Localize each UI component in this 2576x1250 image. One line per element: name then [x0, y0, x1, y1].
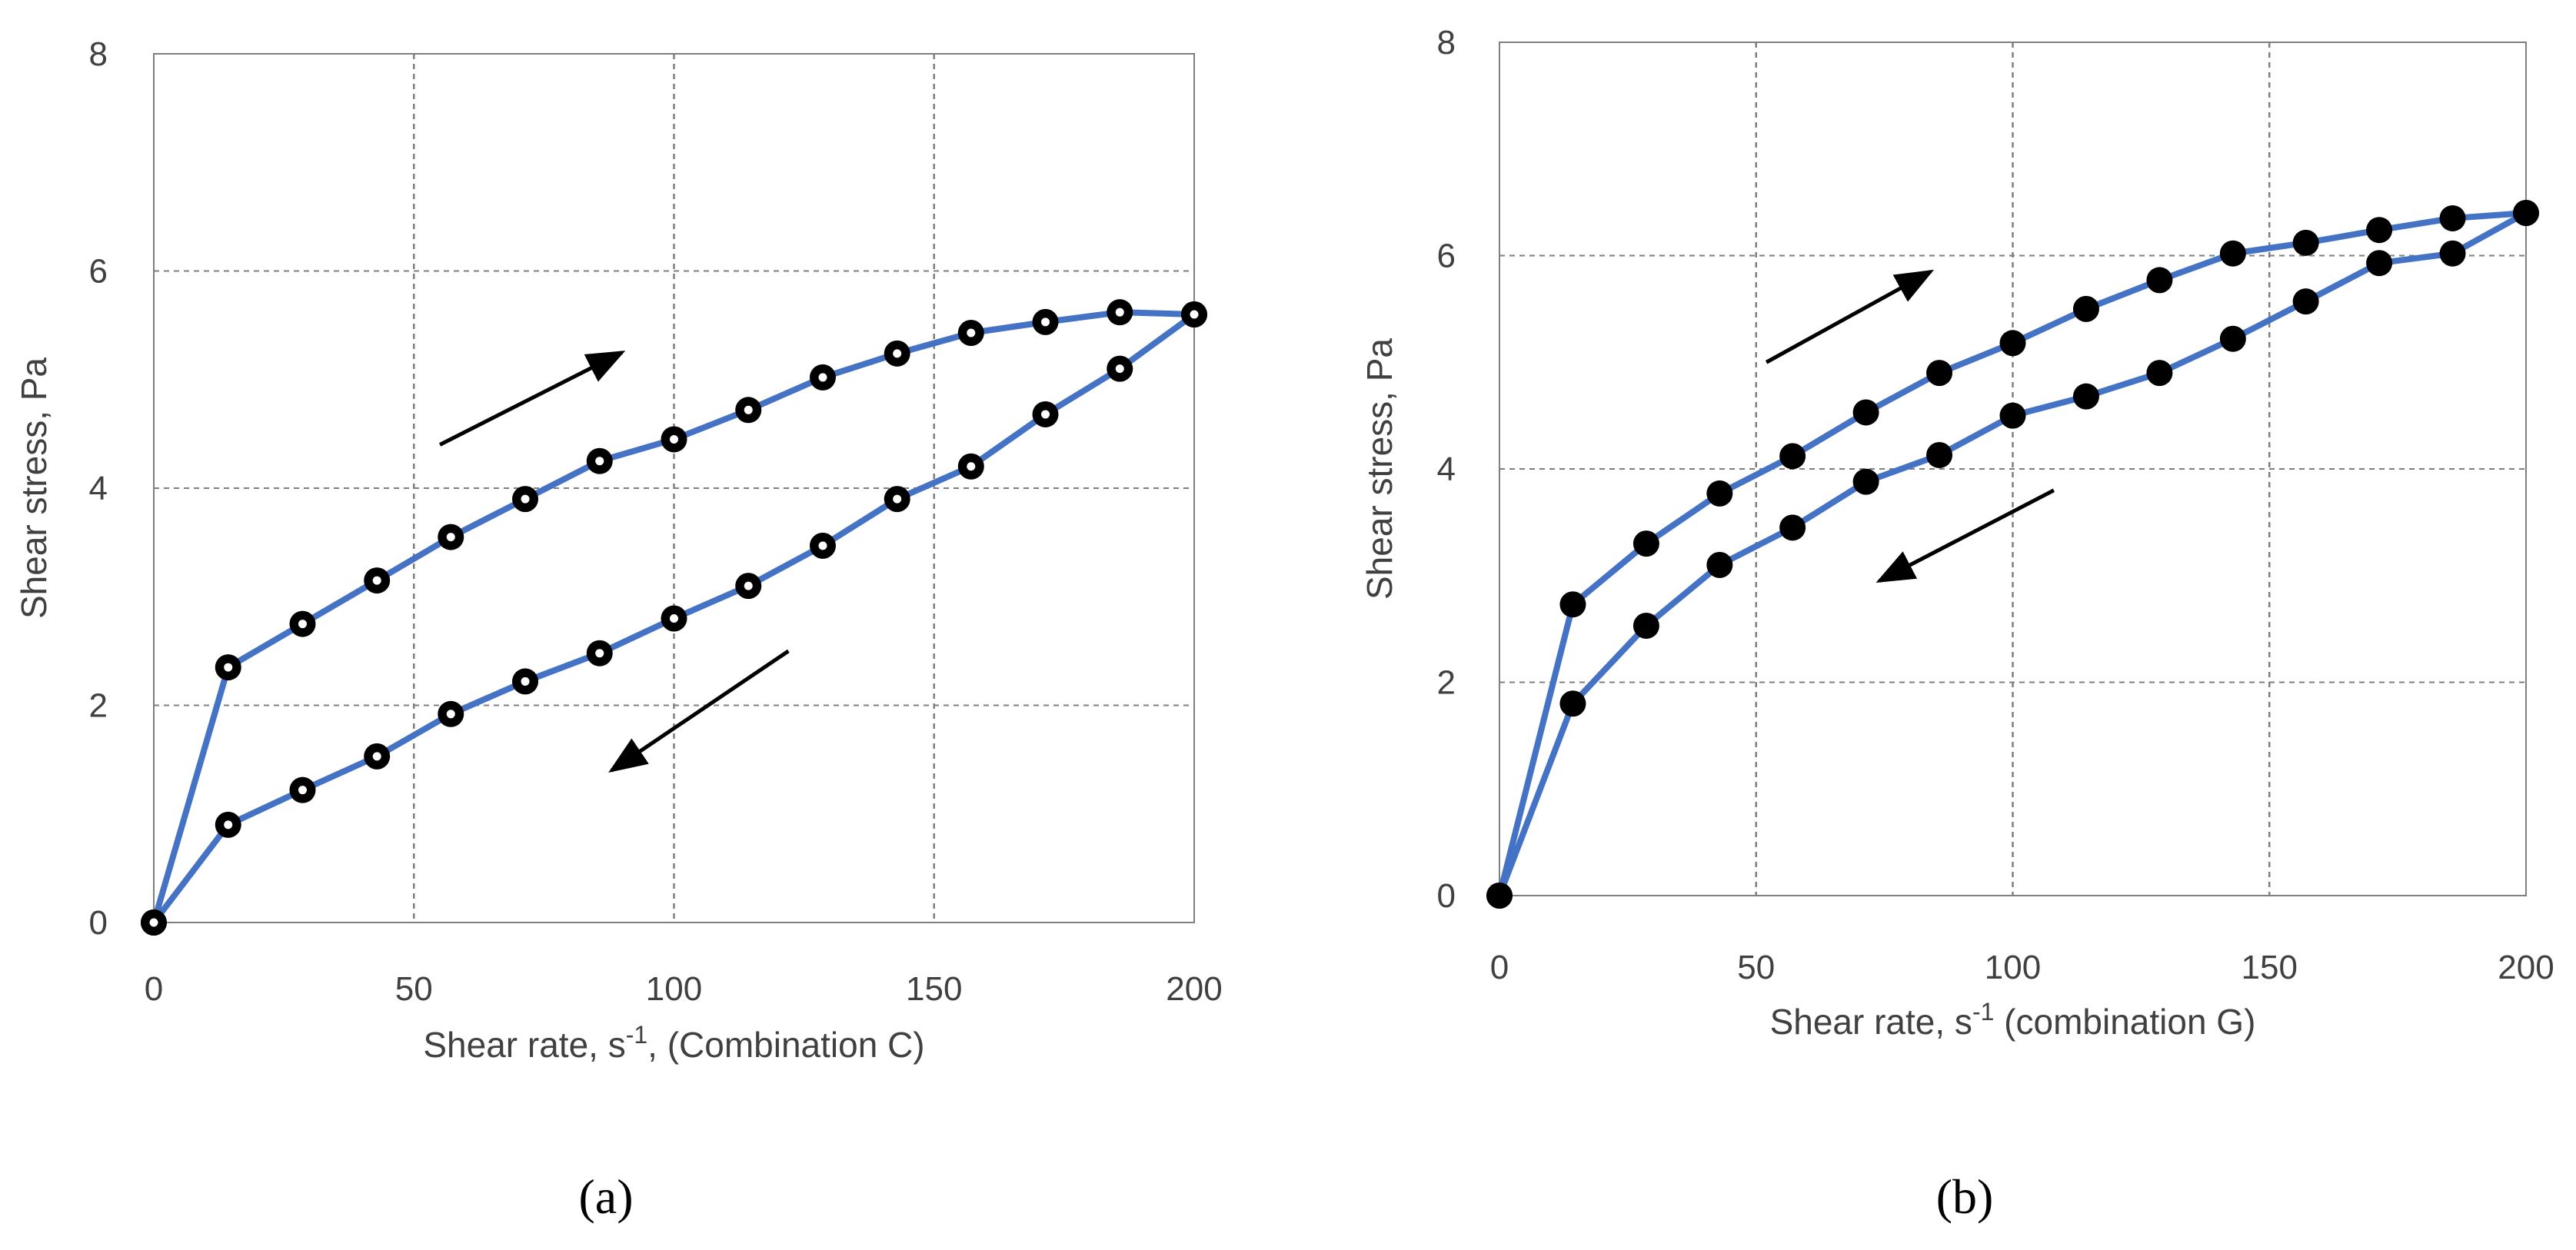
x-axis-label-a: Shear rate, s-1, (Combination C)	[423, 1021, 924, 1065]
data-point-center-a-down-curve-1	[224, 820, 233, 829]
data-point-center-a-down-curve-14	[1190, 310, 1199, 319]
y-tick-label-b-3: 6	[1437, 238, 1456, 275]
x-tick-label-a-2: 100	[646, 970, 702, 1008]
data-point-center-a-up-curve-2	[298, 620, 307, 629]
y-axis-label-b: Shear stress, Pa	[1360, 338, 1399, 600]
data-point-center-a-up-curve-6	[595, 457, 604, 466]
data-point-b-down-curve-1	[1559, 690, 1586, 717]
data-point-b-up-curve-3	[1706, 480, 1733, 507]
y-tick-label-a-1: 2	[89, 687, 108, 725]
data-point-center-a-up-curve-7	[670, 434, 678, 444]
x-tick-label-a-1: 50	[395, 970, 433, 1008]
x-tick-label-a-3: 150	[906, 970, 962, 1008]
data-point-center-a-up-curve-10	[893, 349, 902, 358]
data-point-b-up-curve-4	[1779, 443, 1806, 470]
y-axis-label-a: Shear stress, Pa	[14, 357, 54, 619]
data-point-center-a-down-curve-4	[446, 710, 455, 719]
data-point-center-a-up-curve-1	[224, 663, 233, 672]
data-point-center-a-up-curve-13	[1115, 308, 1124, 317]
data-point-b-down-curve-9	[2146, 360, 2173, 387]
data-point-b-down-curve-14	[2513, 200, 2539, 226]
data-point-b-down-curve-13	[2439, 240, 2466, 267]
x-tick-label-a-0: 0	[145, 970, 163, 1008]
data-point-center-a-down-curve-13	[1115, 364, 1124, 374]
data-point-b-up-curve-2	[1632, 530, 1659, 557]
data-point-b-up-curve-7	[1999, 330, 2026, 357]
data-point-center-a-up-curve-5	[521, 494, 530, 504]
data-point-b-down-curve-2	[1632, 612, 1659, 639]
x-tick-label-b-2: 100	[1985, 949, 2041, 986]
data-point-b-down-curve-12	[2366, 250, 2393, 277]
data-point-center-a-down-curve-8	[744, 581, 753, 590]
data-point-b-down-curve-3	[1706, 551, 1733, 578]
y-tick-label-b-4: 8	[1437, 24, 1456, 62]
data-point-center-a-up-curve-9	[818, 373, 827, 382]
y-tick-label-b-0: 0	[1437, 877, 1456, 915]
data-point-b-down-curve-5	[1852, 468, 1879, 495]
data-point-b-down-curve-10	[2219, 325, 2246, 352]
x-tick-label-a-4: 200	[1166, 970, 1222, 1008]
x-axis-label-b: Shear rate, s-1 (combination G)	[1770, 998, 2256, 1042]
data-point-b-up-curve-10	[2219, 240, 2246, 267]
y-tick-label-b-1: 2	[1437, 664, 1456, 702]
panel-a: 0 50 100 150 200 0 2 4 6 8 Shear rate, s-1, (Combi…	[14, 35, 1223, 1065]
data-point-center-a-up-curve-3	[372, 576, 381, 585]
data-point-b-down-curve-7	[1999, 402, 2026, 429]
data-point-b-down-curve-6	[1926, 441, 1953, 468]
data-point-center-a-down-curve-6	[595, 649, 604, 658]
data-point-center-a-up-curve-12	[1041, 317, 1050, 327]
y-tick-label-b-2: 4	[1437, 450, 1456, 488]
x-tick-label-b-0: 0	[1490, 949, 1509, 986]
data-point-b-up-curve-1	[1559, 591, 1586, 618]
data-point-center-a-down-curve-10	[893, 494, 902, 504]
data-point-b-up-curve-5	[1852, 399, 1879, 426]
direction-arrow-b-1	[1875, 488, 2055, 583]
direction-arrow-a-0	[438, 351, 626, 447]
data-point-b-up-curve-12	[2366, 217, 2393, 244]
data-point-center-a-up-curve-8	[744, 405, 753, 414]
panel-b: 0 50 100 150 200 0 2 4 6 8 Shear rate, s-1 (combin…	[1360, 24, 2554, 1042]
data-point-center-a-down-curve-3	[372, 752, 381, 761]
data-point-center-a-down-curve-5	[521, 677, 530, 686]
data-point-center-a-down-curve-11	[967, 462, 976, 471]
data-point-center-a-down-curve-7	[670, 614, 678, 623]
y-tick-label-a-0: 0	[89, 904, 108, 942]
data-point-center-a-up-curve-11	[967, 328, 976, 337]
panel-b-caption: (b)	[1935, 1169, 1994, 1224]
data-point-center-a-down-curve-12	[1041, 410, 1050, 419]
data-point-center-a-down-curve-9	[818, 541, 827, 550]
data-point-center-a-up-curve-4	[446, 533, 455, 542]
y-tick-label-a-3: 6	[89, 253, 108, 291]
data-point-b-down-curve-8	[2072, 383, 2099, 410]
data-point-b-up-curve-9	[2146, 267, 2173, 294]
data-point-b-up-curve-11	[2292, 229, 2319, 256]
data-point-b-up-curve-13	[2439, 204, 2466, 231]
data-point-center-a-down-curve-2	[298, 786, 307, 795]
data-point-b-down-curve-11	[2292, 288, 2319, 315]
data-point-b-up-curve-6	[1926, 360, 1953, 387]
y-tick-label-a-4: 8	[89, 35, 108, 73]
data-point-b-down-curve-4	[1779, 514, 1806, 541]
data-point-b-up-curve-8	[2072, 295, 2099, 322]
panel-a-caption: (a)	[578, 1169, 634, 1224]
direction-arrow-b-0	[1765, 269, 1935, 364]
direction-arrow-a-1	[608, 649, 790, 773]
x-tick-label-b-3: 150	[2242, 949, 2298, 986]
y-tick-label-a-2: 4	[89, 470, 108, 507]
x-tick-label-b-4: 200	[2498, 949, 2554, 986]
data-point-center-a-down-curve-0	[149, 918, 158, 927]
data-point-b-down-curve-0	[1486, 883, 1513, 909]
x-tick-label-b-1: 50	[1737, 949, 1775, 986]
